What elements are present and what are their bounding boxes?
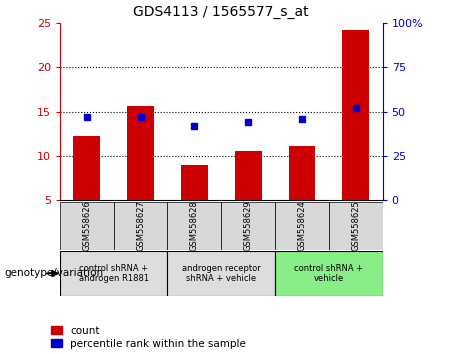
Text: GSM558625: GSM558625 — [351, 200, 360, 251]
Bar — [235, 152, 261, 200]
Bar — [60, 251, 167, 296]
Text: androgen receptor
shRNA + vehicle: androgen receptor shRNA + vehicle — [182, 264, 260, 283]
Bar — [342, 30, 369, 200]
Title: GDS4113 / 1565577_s_at: GDS4113 / 1565577_s_at — [134, 5, 309, 19]
Text: GSM558629: GSM558629 — [244, 200, 253, 251]
Bar — [221, 202, 275, 250]
Bar — [181, 166, 208, 200]
Text: control shRNA +
vehicle: control shRNA + vehicle — [294, 264, 363, 283]
Text: GSM558628: GSM558628 — [190, 200, 199, 251]
Text: GSM558627: GSM558627 — [136, 200, 145, 251]
Text: GSM558624: GSM558624 — [297, 200, 307, 251]
Text: control shRNA +
androgen R1881: control shRNA + androgen R1881 — [79, 264, 149, 283]
Bar — [167, 251, 275, 296]
Bar — [167, 202, 221, 250]
Text: GSM558626: GSM558626 — [83, 200, 91, 251]
Bar — [329, 202, 383, 250]
Bar — [73, 136, 100, 200]
Bar — [275, 251, 383, 296]
Bar — [289, 146, 315, 200]
Legend: count, percentile rank within the sample: count, percentile rank within the sample — [51, 326, 246, 349]
Bar — [60, 202, 114, 250]
Bar — [114, 202, 167, 250]
Text: genotype/variation: genotype/variation — [5, 268, 104, 279]
Bar — [275, 202, 329, 250]
Bar — [127, 106, 154, 200]
